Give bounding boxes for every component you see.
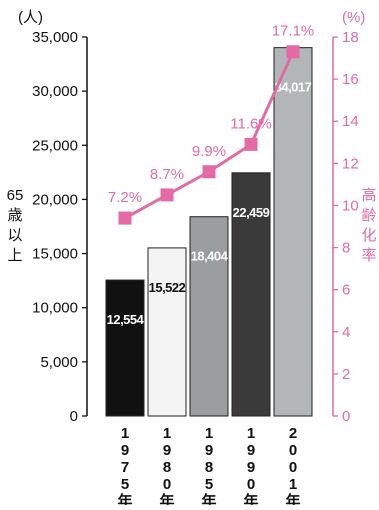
bar-value-label: 15,522	[149, 280, 186, 295]
bar-series	[105, 47, 313, 417]
left-axis-title-char: 以	[7, 227, 22, 244]
right-axis-tick-label: 6	[342, 282, 350, 299]
bar-value-label: 34,017	[275, 80, 312, 95]
left-axis-title-char: 歳	[7, 207, 22, 224]
left-axis-tick-label: 5,000	[40, 354, 78, 371]
rate-point-marker	[160, 188, 174, 202]
rate-point-marker	[202, 165, 216, 179]
rate-point-marker	[118, 211, 132, 225]
left-axis-tick-label: 10,000	[32, 300, 78, 317]
rate-value-label: 17.1%	[272, 23, 315, 40]
bar-value-label: 18,404	[191, 249, 229, 264]
x-axis-category-char: 0	[289, 442, 297, 459]
x-axis-category-char: 9	[121, 442, 129, 459]
x-axis-category-char: 1	[205, 425, 213, 442]
left-axis-tick-label: 30,000	[32, 83, 78, 100]
left-axis-tick-label: 15,000	[32, 246, 78, 263]
bar-value-labels: 12,554 15,522 18,404 22,459 34,017	[107, 80, 313, 327]
x-axis-category-char: 0	[247, 476, 255, 493]
x-axis-category-char: 8	[163, 459, 171, 476]
rate-point-marker	[244, 137, 258, 151]
right-axis-title-char: 高	[361, 187, 376, 204]
rate-point-marker	[286, 45, 300, 59]
rate-value-label: 7.2%	[108, 189, 142, 206]
rate-line-series	[118, 45, 300, 225]
left-axis-tick-label: 35,000	[32, 29, 78, 46]
right-axis-tick-label: 0	[342, 408, 350, 425]
right-axis-tick-label: 12	[342, 155, 359, 172]
left-axis-title-char: 上	[7, 247, 22, 264]
x-axis-category-char: 9	[247, 459, 255, 476]
right-axis-title: 高 齢 化 率	[361, 187, 376, 264]
x-axis-category-char: 9	[205, 442, 213, 459]
left-axis-tick-label: 20,000	[32, 191, 78, 208]
x-axis-category-char: 1	[247, 425, 255, 442]
right-axis-tick-label: 2	[342, 366, 350, 383]
rate-value-label: 8.7%	[150, 166, 184, 183]
right-axis: 0 2 4 6 8 10 12 14 16 18	[332, 29, 359, 425]
x-axis-category-char: 年	[243, 492, 258, 505]
x-axis-category-char: 年	[285, 492, 300, 505]
x-axis-category-char: 0	[289, 459, 297, 476]
left-axis-tick-label: 25,000	[32, 137, 78, 154]
right-axis-tick-label: 4	[342, 324, 350, 341]
x-axis-category-char: 9	[247, 442, 255, 459]
rate-value-label: 11.6%	[230, 115, 271, 132]
x-axis-category-char: 年	[159, 492, 174, 505]
right-axis-tick-label: 16	[342, 71, 359, 88]
x-axis-category-char: 0	[163, 476, 171, 493]
left-axis-title: 65 歳 以 上	[7, 187, 24, 264]
rate-value-labels: 7.2% 8.7% 9.9%11.6% 17.1%	[108, 23, 314, 206]
x-axis-category-char: 1	[121, 425, 129, 442]
left-axis-tick-label: 0	[70, 408, 78, 425]
right-axis-tick-label: 10	[342, 197, 359, 214]
bar	[147, 247, 187, 417]
x-axis-category-char: 1	[163, 425, 171, 442]
right-axis-title-char: 齢	[361, 207, 376, 224]
bar-value-label: 12,554	[107, 312, 145, 327]
x-axis-category-char: 2	[289, 425, 297, 442]
bar-value-label: 22,459	[233, 205, 270, 220]
right-axis-tick-label: 8	[342, 240, 350, 257]
x-axis-category-char: 5	[205, 476, 213, 493]
bar	[189, 216, 229, 417]
bar	[273, 47, 313, 417]
bar	[105, 279, 145, 417]
x-axis-category-char: 8	[205, 459, 213, 476]
right-axis-title-char: 率	[361, 247, 376, 264]
x-axis-category-char: 5	[121, 476, 129, 493]
left-axis: 0 5,000 10,000 15,000 20,000 25,000 30,000 35,0…	[32, 29, 88, 425]
left-axis-unit: (人)	[18, 9, 43, 26]
left-axis-title-char: 65	[7, 187, 24, 204]
x-axis-category-char: 9	[163, 442, 171, 459]
right-axis-tick-label: 14	[342, 113, 359, 130]
rate-value-label: 9.9%	[192, 143, 226, 160]
right-axis-unit: (%)	[342, 9, 365, 26]
right-axis-title-char: 化	[361, 227, 376, 244]
bar	[231, 172, 271, 417]
right-axis-tick-label: 18	[342, 29, 359, 46]
x-axis-category-char: 1	[289, 476, 297, 493]
x-axis-category-char: 年	[201, 492, 216, 505]
x-axis-category-char: 年	[117, 492, 132, 505]
x-axis-category-char: 7	[121, 459, 129, 476]
